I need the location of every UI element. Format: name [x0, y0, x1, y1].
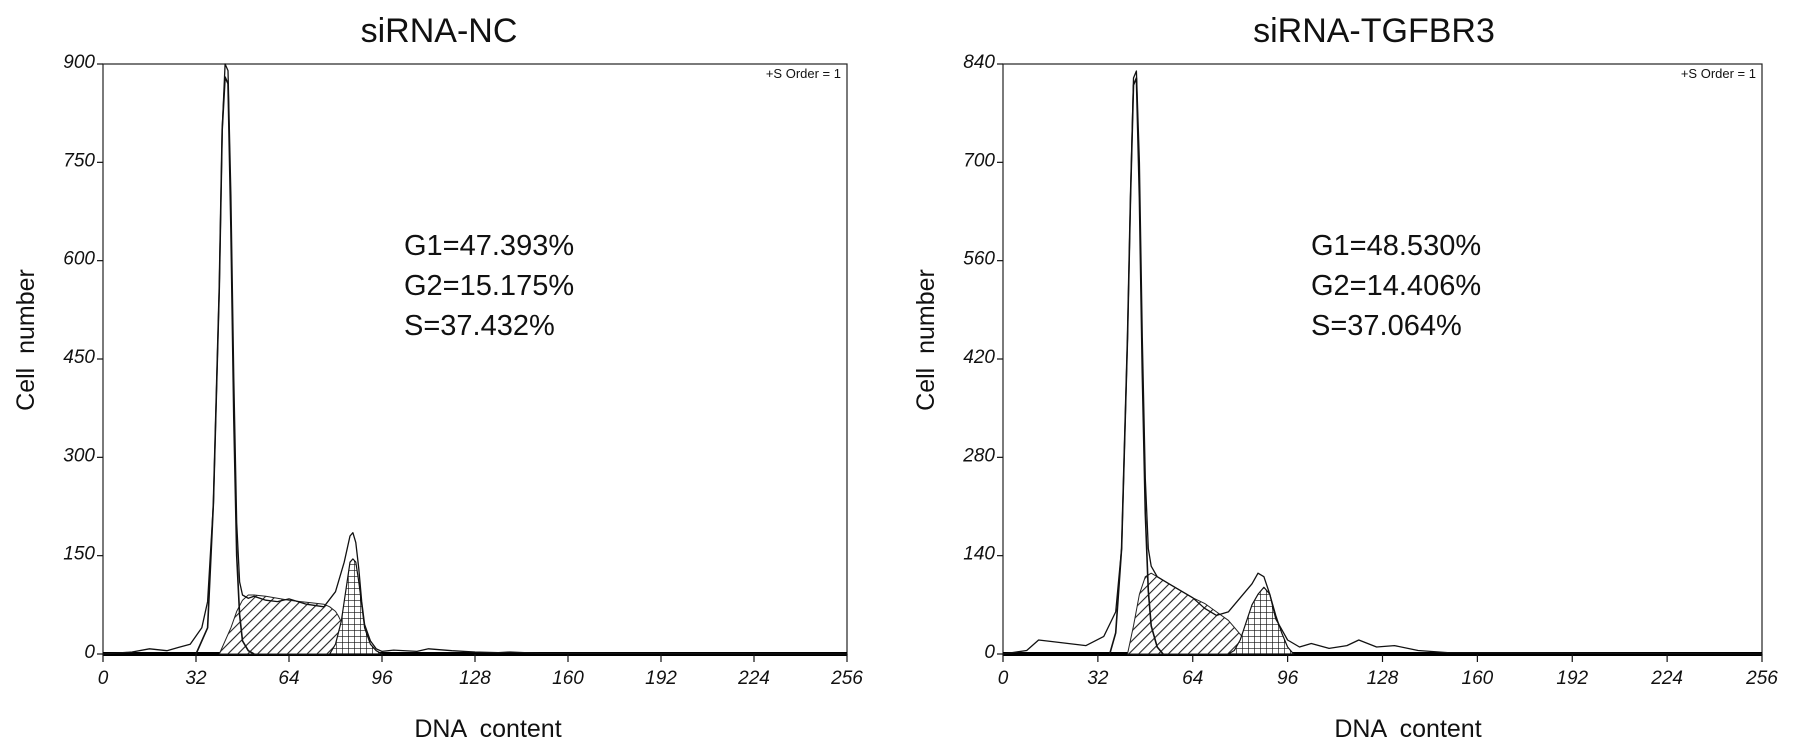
x-tick-label: 96 [1277, 668, 1299, 689]
y-tick-labels: 0 150 300 450 600 750 900 [63, 52, 103, 663]
x-tick-label: 192 [1556, 668, 1588, 689]
y-tick-label: 300 [63, 445, 95, 466]
y-tick-label: 750 [63, 150, 95, 171]
x-tick-label: 256 [1745, 668, 1778, 689]
y-axis-label: Cell number [912, 269, 940, 411]
stat-s: S=37.432% [404, 310, 555, 342]
x-axis-label: DNA content [1334, 715, 1481, 743]
x-tick-labels: 0 32 64 96 128 160 192 224 256 [998, 654, 1778, 689]
x-tick-label: 224 [1650, 668, 1683, 689]
g2-fit-series [1227, 586, 1295, 655]
plot-layer [1002, 70, 1763, 655]
y-tick-label: 840 [963, 52, 995, 73]
plot-frame [1002, 63, 1763, 655]
y-tick-label: 0 [84, 642, 95, 663]
stat-g2: G2=14.406% [1311, 270, 1481, 302]
y-tick-label: 150 [63, 544, 95, 565]
y-tick-label: 700 [963, 150, 995, 171]
x-tick-label: 32 [185, 668, 207, 689]
y-axis-label: Cell number [12, 269, 40, 411]
y-tick-label: 450 [63, 347, 95, 368]
x-tick-label: 128 [1367, 668, 1399, 689]
corner-note: +S Order = 1 [1681, 66, 1756, 81]
x-tick-label: 32 [1087, 668, 1109, 689]
histogram-series [1002, 70, 1763, 655]
g1-fit-series [195, 76, 255, 655]
y-tick-label: 560 [963, 249, 995, 270]
x-tick-label: 160 [552, 668, 584, 689]
x-tick-label: 128 [459, 668, 491, 689]
stat-g1: G1=48.530% [1311, 230, 1481, 262]
chart-title: siRNA-TGFBR3 [1253, 12, 1495, 50]
y-tick-labels: 0 140 280 420 560 700 840 [962, 52, 1003, 663]
histogram-series [102, 63, 848, 655]
g1-fit-series [1108, 77, 1164, 655]
x-tick-label: 160 [1462, 668, 1494, 689]
y-tick-label: 900 [63, 52, 95, 73]
x-axis-label: DNA content [414, 715, 561, 743]
x-tick-label: 0 [998, 668, 1009, 689]
y-tick-label: 420 [963, 347, 995, 368]
plot-layer [102, 63, 848, 655]
chart-panel-2: siRNA-TGFBR3 +S Order = 1 0 32 64 96 128 160 1… [912, 12, 1778, 743]
stat-s: S=37.064% [1311, 310, 1462, 342]
y-tick-label: 280 [962, 445, 995, 466]
y-tick-label: 0 [984, 642, 995, 663]
y-tick-label: 140 [963, 544, 995, 565]
plot-frame [102, 63, 848, 655]
x-tick-label: 0 [98, 668, 109, 689]
chart-panel-1: siRNA-NC +S Order = 1 0 32 64 96 128 160 192 22… [12, 12, 863, 743]
stat-g2: G2=15.175% [404, 270, 574, 302]
x-tick-label: 64 [1182, 668, 1203, 689]
g2-fit-series [329, 558, 383, 655]
chart-title: siRNA-NC [361, 12, 518, 50]
y-tick-label: 600 [63, 249, 95, 270]
x-tick-label: 256 [830, 668, 863, 689]
corner-note: +S Order = 1 [766, 66, 841, 81]
x-tick-labels: 0 32 64 96 128 160 192 224 256 [98, 654, 863, 689]
x-tick-label: 224 [737, 668, 770, 689]
x-tick-label: 64 [278, 668, 299, 689]
x-tick-label: 96 [371, 668, 393, 689]
x-tick-label: 192 [645, 668, 677, 689]
stat-g1: G1=47.393% [404, 230, 574, 262]
